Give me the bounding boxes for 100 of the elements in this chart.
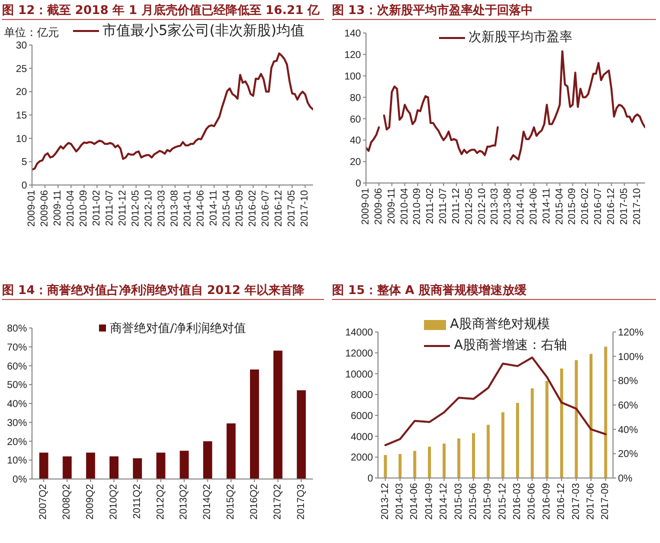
x-tick-label: 2016-07 bbox=[593, 188, 604, 225]
y2-tick-label: 20% bbox=[618, 449, 638, 460]
x-tick-label: 2016-12 bbox=[606, 188, 617, 225]
x-tick-label: 2017-05 bbox=[618, 188, 630, 225]
x-tick-label: 2016-02 bbox=[248, 190, 259, 227]
bar bbox=[384, 455, 387, 478]
bar bbox=[516, 402, 520, 478]
bar bbox=[590, 354, 592, 478]
x-tick-label: 2016-07 bbox=[260, 190, 272, 227]
x-tick-label: 2015-03 bbox=[453, 482, 464, 520]
y-tick-label: 0% bbox=[12, 474, 28, 486]
x-tick-label: 2014-01 bbox=[182, 190, 194, 227]
bar bbox=[442, 444, 446, 478]
y-tick-label: 20 bbox=[16, 87, 28, 98]
x-tick-label: 2017-10 bbox=[632, 188, 643, 225]
bar bbox=[501, 412, 504, 478]
y-tick-label: 100 bbox=[344, 71, 362, 82]
bar bbox=[428, 446, 431, 478]
y-tick-label: 0 bbox=[21, 180, 28, 192]
legend-label: 商誉绝对值/净利润绝对值 bbox=[110, 320, 246, 336]
x-tick-label: 2015-12 bbox=[497, 482, 508, 520]
y-tick-label: 40 bbox=[350, 136, 362, 147]
x-tick-label: 2010-04 bbox=[66, 190, 77, 227]
x-tick-label: 2014-06 bbox=[409, 482, 420, 520]
bar bbox=[545, 381, 548, 478]
x-tick-label: 2008Q2 bbox=[62, 484, 73, 520]
x-tick-label: 2015-09 bbox=[234, 190, 246, 227]
x-tick-label: 2012-10 bbox=[476, 188, 488, 225]
x-tick-label: 2014-12 bbox=[438, 482, 450, 520]
y-tick-label: 140 bbox=[344, 28, 362, 40]
bar bbox=[180, 450, 189, 479]
bar bbox=[472, 433, 475, 478]
y2-tick-label: 80% bbox=[618, 376, 638, 388]
x-tick-label: 2009-06 bbox=[40, 190, 51, 227]
x-tick-label: 2011-07 bbox=[438, 188, 449, 224]
x-tick-label: 2010-09 bbox=[78, 190, 90, 227]
bar bbox=[273, 350, 282, 479]
y-tick-label: 120 bbox=[344, 50, 362, 61]
legend-label: 市值最小5家公司(非次新股)均值 bbox=[102, 23, 304, 39]
x-tick-label: 2011-02 bbox=[92, 190, 103, 226]
bar bbox=[39, 452, 48, 479]
bar bbox=[226, 423, 236, 479]
x-tick-label: 2009-01 bbox=[360, 188, 372, 225]
y-tick-label: 80 bbox=[350, 92, 362, 104]
x-tick-label: 2015-06 bbox=[468, 482, 479, 520]
x-tick-label: 2011Q2 bbox=[132, 484, 143, 519]
x-tick-label: 2013-08 bbox=[502, 188, 514, 225]
x-tick-label: 2014-11 bbox=[541, 188, 552, 224]
line-series bbox=[32, 52, 313, 171]
y2-tick-label: 60% bbox=[618, 400, 638, 412]
bar bbox=[486, 424, 490, 478]
y-tick-label: 15 bbox=[16, 110, 28, 122]
x-tick-label: 2007Q2 bbox=[38, 484, 50, 520]
x-tick-label: 2016-06 bbox=[526, 482, 538, 520]
x-tick-label: 2017-05 bbox=[286, 190, 298, 227]
x-tick-label: 2011-07 bbox=[104, 190, 116, 226]
x-tick-label: 2015-09 bbox=[482, 482, 494, 520]
bar bbox=[250, 370, 260, 479]
y-tick-label: 14000 bbox=[345, 328, 374, 339]
x-tick-label: 2016Q2 bbox=[248, 484, 260, 520]
bar bbox=[156, 452, 166, 479]
x-tick-label: 2017Q2 bbox=[272, 484, 284, 520]
bar bbox=[604, 346, 608, 478]
x-tick-label: 2009-06 bbox=[373, 188, 384, 225]
x-tick-label: 2014Q2 bbox=[202, 484, 214, 520]
chart-title: 图 15：整体 A 股商誉规模增速放缓 bbox=[332, 283, 527, 297]
x-tick-label: 2013-03 bbox=[490, 188, 501, 225]
y-tick-label: 30% bbox=[6, 418, 28, 429]
chart-title: 图 12：截至 2018 年 1 月底壳价值已经降低至 16.21 亿 bbox=[2, 3, 320, 17]
y-tick-label: 12000 bbox=[345, 348, 374, 360]
bar bbox=[296, 390, 306, 479]
y-tick-label: 20 bbox=[350, 157, 362, 168]
bar bbox=[530, 388, 534, 478]
x-tick-label: 2016-12 bbox=[556, 482, 568, 520]
x-tick-label: 2015Q2 bbox=[226, 484, 237, 520]
x-tick-label: 2013Q2 bbox=[178, 484, 190, 520]
y-tick-label: 2000 bbox=[350, 452, 374, 464]
x-tick-label: 2009Q2 bbox=[85, 484, 96, 520]
x-tick-label: 2017Q3 bbox=[296, 484, 307, 520]
y-tick-label: 6000 bbox=[350, 410, 374, 422]
x-tick-label: 2012Q2 bbox=[155, 484, 166, 520]
x-tick-label: 2016-12 bbox=[274, 190, 285, 227]
x-tick-label: 2013-08 bbox=[170, 190, 181, 227]
y-tick-label: 70% bbox=[6, 342, 28, 354]
bar bbox=[398, 454, 402, 478]
bar bbox=[560, 368, 564, 478]
y-tick-label: 60% bbox=[6, 361, 28, 372]
bar bbox=[86, 452, 96, 479]
bar bbox=[62, 456, 72, 479]
x-tick-label: 2012-10 bbox=[144, 190, 155, 227]
x-tick-label: 2016-03 bbox=[512, 482, 524, 520]
x-tick-label: 2011-12 bbox=[450, 188, 462, 224]
x-tick-label: 2015-04 bbox=[222, 190, 233, 227]
y-tick-label: 5 bbox=[21, 157, 28, 168]
y-tick-label: 25 bbox=[16, 64, 28, 75]
y-tick-label: 8000 bbox=[350, 390, 374, 402]
x-tick-label: 2014-06 bbox=[196, 190, 207, 227]
x-tick-label: 2010-04 bbox=[399, 188, 410, 225]
y2-tick-label: 100% bbox=[618, 352, 644, 363]
y2-tick-label: 120% bbox=[618, 328, 644, 339]
